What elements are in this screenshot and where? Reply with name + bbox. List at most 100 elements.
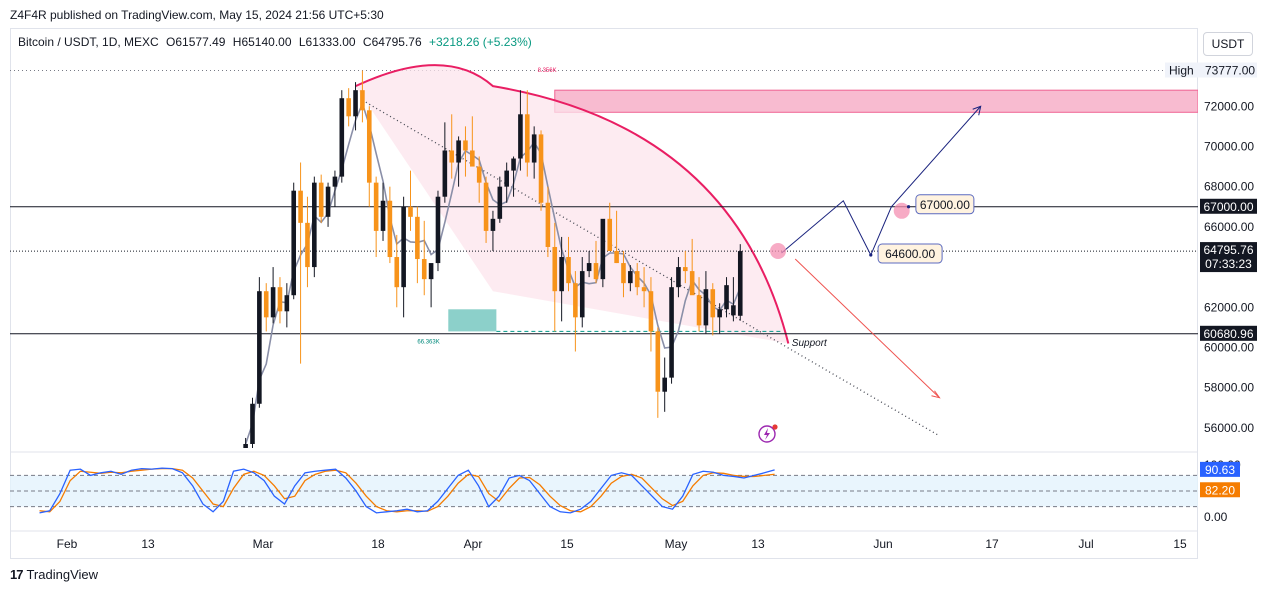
candle-body bbox=[669, 287, 674, 378]
candle-body bbox=[442, 150, 448, 197]
stoch-k-value: 90.63 bbox=[1205, 463, 1235, 477]
candle-body bbox=[346, 98, 351, 117]
target-67000-box[interactable] bbox=[915, 194, 975, 215]
price-pane[interactable] bbox=[10, 64, 1198, 518]
tradingview-logo[interactable]: 17 TradingView bbox=[10, 567, 98, 582]
symbol-name[interactable]: Bitcoin / USDT, 1D, MEXC bbox=[18, 35, 159, 49]
candle-body bbox=[298, 190, 303, 223]
x-tick-label: Feb bbox=[57, 537, 78, 551]
candle-body bbox=[291, 190, 297, 296]
symbol-info-bar: Bitcoin / USDT, 1D, MEXC O61577.49 H6514… bbox=[18, 35, 536, 49]
lightning-bolt-icon bbox=[764, 428, 770, 440]
high-tag-value: 73777.00 bbox=[1205, 64, 1255, 78]
current-price-countdown: 07:33:23 bbox=[1205, 257, 1252, 271]
candle-body bbox=[703, 289, 709, 326]
high-tag-label: High bbox=[1169, 64, 1194, 78]
target-point bbox=[906, 205, 911, 209]
target-marker bbox=[893, 202, 910, 219]
stoch-k-line bbox=[39, 467, 775, 514]
x-tick-label: Jul bbox=[1078, 537, 1093, 551]
y-tick-label: 62000.00 bbox=[1204, 300, 1254, 314]
candle-body bbox=[421, 259, 427, 280]
x-tick-label: Mar bbox=[253, 537, 274, 551]
candle-body bbox=[579, 271, 585, 318]
y-tick-label: 70000.00 bbox=[1204, 139, 1254, 153]
stoch-k-tag bbox=[1200, 461, 1240, 477]
bearish-arrow-head bbox=[931, 390, 941, 399]
candle-body bbox=[717, 309, 722, 318]
ohlc-high: H65140.00 bbox=[232, 35, 292, 49]
candle-body bbox=[497, 186, 503, 219]
candle-body bbox=[614, 250, 619, 264]
target-64600-box[interactable] bbox=[877, 243, 943, 264]
candle-body bbox=[408, 206, 413, 217]
current-price-tag bbox=[1200, 242, 1257, 273]
stoch-tick-0: 0.00 bbox=[1204, 510, 1228, 524]
x-tick-label: 15 bbox=[560, 537, 574, 551]
candle-body bbox=[566, 257, 571, 284]
candle-body bbox=[538, 134, 544, 203]
candle-body bbox=[284, 295, 290, 312]
resistance-zone bbox=[554, 89, 1198, 113]
candle-body bbox=[435, 196, 441, 264]
y-tick-label: 66000.00 bbox=[1204, 220, 1254, 234]
current-price-value: 64795.76 bbox=[1203, 243, 1253, 257]
candle-body bbox=[476, 166, 482, 183]
candle-body bbox=[428, 263, 434, 280]
candle-body bbox=[724, 285, 729, 310]
candle-body bbox=[648, 291, 654, 332]
y-tick-label: 60000.00 bbox=[1204, 340, 1254, 354]
descending-trendline bbox=[362, 99, 940, 437]
tradingview-logo-icon: 17 bbox=[10, 567, 24, 582]
current-price-marker bbox=[770, 242, 787, 259]
x-tick-label: 13 bbox=[751, 537, 765, 551]
candle-body bbox=[504, 170, 509, 187]
target-64600-label: 64600.00 bbox=[885, 247, 935, 261]
volume-label-bottom: 66.363K bbox=[417, 339, 439, 345]
candle-body bbox=[600, 218, 606, 280]
candle-body bbox=[456, 140, 461, 163]
candle-body bbox=[524, 114, 530, 163]
candle-body bbox=[676, 267, 681, 288]
candle-body bbox=[655, 331, 661, 392]
stoch-d-tag bbox=[1200, 482, 1240, 498]
ohlc-low: L61333.00 bbox=[298, 35, 356, 49]
candle-body bbox=[305, 222, 310, 268]
candle-body bbox=[483, 182, 489, 231]
price-change: +3218.26 (+5.23%) bbox=[428, 35, 532, 49]
candle-body bbox=[621, 263, 626, 284]
x-tick-label: Apr bbox=[464, 537, 483, 551]
candle-body bbox=[490, 218, 496, 231]
target-67000-label: 67000.00 bbox=[920, 198, 970, 212]
tradingview-brand: TradingView bbox=[26, 567, 99, 582]
bullish-arrow-head bbox=[972, 105, 982, 116]
y-tick-label: 56000.00 bbox=[1204, 421, 1254, 435]
candle-body bbox=[731, 305, 736, 316]
candle-body bbox=[263, 291, 269, 318]
candle-body bbox=[325, 186, 331, 217]
candle-body bbox=[737, 251, 743, 316]
level-60680-tag bbox=[1200, 325, 1257, 341]
chart-frame bbox=[10, 28, 1198, 559]
x-tick-label: 18 bbox=[371, 537, 385, 551]
level-60680-value: 60680.96 bbox=[1203, 327, 1253, 341]
candle-body bbox=[250, 403, 255, 444]
candle-body bbox=[531, 134, 537, 163]
candle-body bbox=[257, 291, 262, 404]
candle-body bbox=[373, 182, 379, 231]
level-67000-tag bbox=[1200, 198, 1257, 214]
candle-body bbox=[360, 90, 365, 111]
candle-body bbox=[318, 182, 324, 217]
candle-body bbox=[689, 271, 695, 296]
candle-body bbox=[552, 246, 558, 292]
candle-body bbox=[463, 140, 468, 151]
candle-body bbox=[380, 200, 386, 231]
candle-body bbox=[387, 200, 393, 258]
y-tick-label: 58000.00 bbox=[1204, 381, 1254, 395]
ohlc-close: C64795.76 bbox=[362, 35, 422, 49]
currency-button[interactable]: USDT bbox=[1203, 32, 1253, 56]
candle-body bbox=[586, 263, 592, 272]
candle-body bbox=[696, 295, 702, 326]
candle-body bbox=[332, 176, 338, 187]
